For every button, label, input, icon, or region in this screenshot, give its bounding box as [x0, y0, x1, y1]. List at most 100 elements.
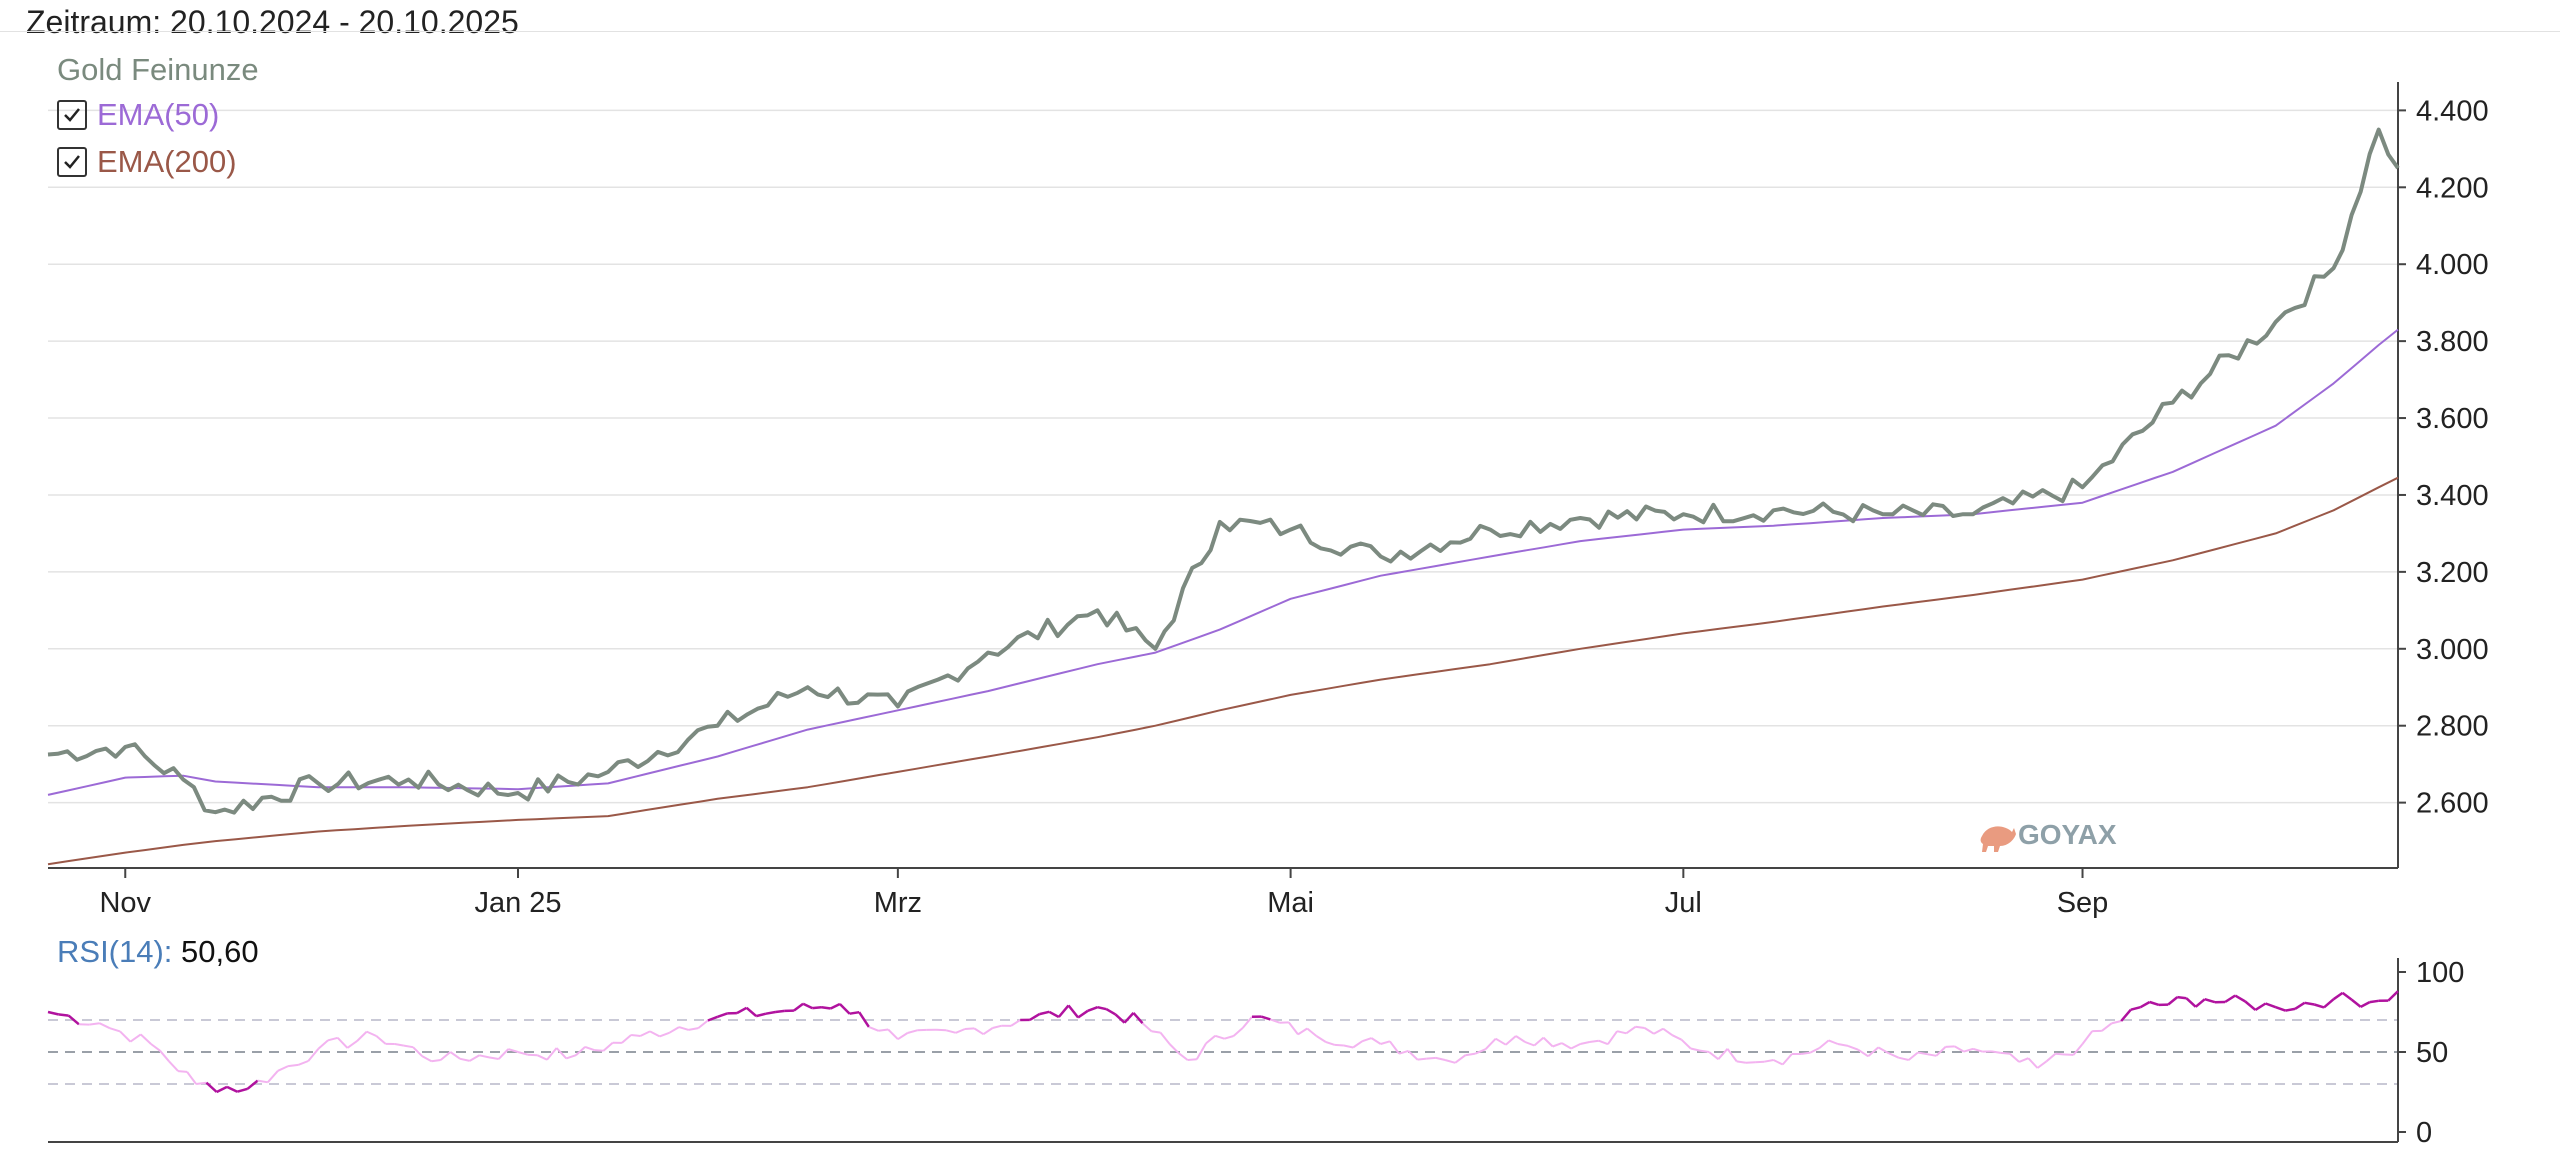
rsi-line-segment	[812, 1005, 822, 1010]
rsi-line-segment	[2018, 1057, 2029, 1063]
rsi-line-segment	[1315, 1035, 1327, 1043]
rsi-line-segment	[1141, 1022, 1153, 1032]
rsi-line-segment	[2234, 994, 2246, 1003]
rsi-line-segment	[2304, 1001, 2315, 1006]
rsi-line-segment	[1542, 1036, 1554, 1048]
rsi-line-segment	[150, 1043, 161, 1052]
rsi-line-segment	[317, 1039, 329, 1050]
rsi-line-segment	[346, 1040, 358, 1049]
rsi-line-segment	[717, 1012, 728, 1018]
rsi-line-segment	[1495, 1037, 1507, 1046]
x-tick-label: Mai	[1267, 887, 1314, 919]
rsi-line-segment	[168, 1060, 179, 1072]
rsi-line-segment	[1077, 1009, 1089, 1019]
rsi-line-segment	[1426, 1056, 1436, 1060]
rsi-line-segment	[1745, 1061, 1756, 1064]
y-tick-label: 3.200	[2416, 557, 2489, 589]
rsi-line-segment	[2204, 998, 2216, 1004]
rsi-line-segment	[1908, 1051, 1919, 1061]
rsi-line-segment	[1343, 1044, 1354, 1049]
rsi-label: RSI(14): 50,60	[57, 934, 259, 970]
rsi-line-segment	[2101, 1022, 2113, 1032]
rsi-line-segment	[1917, 1051, 1928, 1056]
price-grid	[48, 109, 2398, 804]
rsi-line-segment	[584, 1045, 595, 1052]
y-tick-label: 3.800	[2416, 326, 2489, 358]
rsi-line-segment	[936, 1028, 947, 1032]
rsi-line-segment	[257, 1079, 268, 1084]
rsi-line-segment	[1570, 1043, 1581, 1050]
rsi-line-segment	[868, 1025, 879, 1032]
rsi-line-segment	[1123, 1012, 1135, 1024]
rsi-line-segment	[1214, 1034, 1225, 1040]
rsi-line-segment	[1105, 1008, 1117, 1016]
rsi-line-segment	[2387, 990, 2399, 1002]
rsi-line-segment	[1057, 1004, 1070, 1018]
rsi-line-segment	[1505, 1035, 1517, 1046]
rsi-line-segment	[1334, 1043, 1344, 1047]
rsi-line-segment	[412, 1046, 424, 1058]
rsi-tick-label: 50	[2416, 1037, 2448, 1069]
rsi-line-segment	[830, 1002, 841, 1010]
ema200-checkbox[interactable]	[57, 147, 87, 177]
rsi-panel: 0 50 100	[47, 957, 2464, 1149]
rsi-line-segment	[1935, 1046, 1947, 1057]
rsi-line-segment	[469, 1054, 480, 1062]
y-tick-label: 3.600	[2416, 403, 2489, 435]
rsi-line-segment	[1963, 1047, 1974, 1053]
rsi-line-segment	[2254, 1002, 2267, 1011]
rsi-line-segment	[1288, 1021, 1299, 1036]
rsi-line-segment	[1800, 1051, 1811, 1055]
rsi-line-segment	[246, 1079, 259, 1090]
rsi-line-segment	[1680, 1038, 1692, 1050]
rsi-line-segment	[1653, 1027, 1664, 1035]
rsi-line-segment	[1898, 1056, 1909, 1061]
rsi-name: RSI(14):	[57, 934, 173, 969]
rsi-line-segment	[2055, 1052, 2065, 1056]
rsi-line-segment	[678, 1026, 689, 1031]
rsi-line-segment	[602, 1041, 614, 1052]
rsi-line-segment	[58, 1013, 69, 1017]
rsi-line-segment	[839, 1003, 851, 1015]
legend-ema200[interactable]: EMA(200)	[57, 144, 237, 180]
rsi-value: 50,60	[181, 934, 259, 969]
rsi-line-segment	[793, 1002, 804, 1012]
rsi-line-segment	[449, 1051, 461, 1060]
rsi-line-segment	[1837, 1043, 1849, 1047]
rsi-line-segment	[736, 1006, 748, 1015]
x-tick-label: Jul	[1665, 887, 1702, 919]
rsi-line-segment	[2275, 1006, 2286, 1012]
rsi-line-segment	[668, 1026, 680, 1034]
rsi-line-segment	[1888, 1052, 1900, 1059]
time-axis: Nov Jan 25 Mrz Mai Jul Sep	[99, 868, 2108, 919]
rsi-line-segment	[195, 1081, 207, 1085]
ema50-checkbox[interactable]	[57, 100, 87, 130]
rsi-line-segment	[1454, 1054, 1466, 1064]
rsi-line-segment	[517, 1051, 528, 1056]
rsi-line-segment	[1635, 1025, 1645, 1029]
rsi-line-segment	[1809, 1047, 1820, 1054]
rsi-line-segment	[1380, 1040, 1391, 1045]
rsi-line-segment	[575, 1046, 586, 1056]
rsi-line-segment	[394, 1043, 405, 1047]
y-tick-label: 4.000	[2416, 249, 2489, 281]
rsi-line-segment	[1465, 1052, 1476, 1057]
rsi-line-segment	[267, 1070, 279, 1083]
rsi-line-segment	[887, 1028, 899, 1040]
rsi-line-segment	[1644, 1027, 1655, 1035]
rsi-line-segment	[336, 1037, 349, 1049]
rsi-line-segment	[688, 1027, 699, 1031]
rsi-line-segment	[1177, 1052, 1189, 1061]
rsi-line-segment	[945, 1029, 957, 1034]
rsi-line-segment	[2323, 998, 2335, 1009]
rsi-line-segment	[1029, 1013, 1041, 1021]
legend-ema50[interactable]: EMA(50)	[57, 97, 219, 133]
rsi-line-segment	[1717, 1048, 1729, 1060]
rsi-line-segment	[775, 1009, 785, 1014]
rsi-line-segment	[2000, 1051, 2010, 1055]
rsi-line-segment	[1224, 1035, 1234, 1040]
check-icon	[64, 108, 80, 122]
rsi-line-segment	[1764, 1059, 1774, 1063]
rsi-line-segment	[982, 1027, 994, 1036]
rsi-line-segment	[2194, 998, 2206, 1008]
